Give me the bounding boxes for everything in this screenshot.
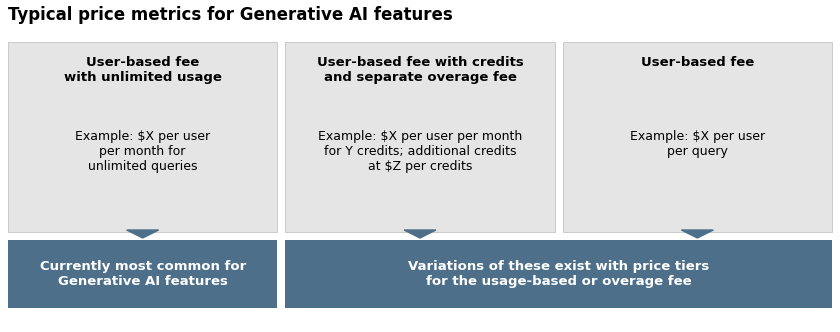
Text: Example: $X per user
per month for
unlimited queries: Example: $X per user per month for unlim…	[75, 130, 210, 173]
Polygon shape	[404, 230, 436, 238]
Text: Variations of these exist with price tiers
for the usage-based or overage fee: Variations of these exist with price tie…	[408, 260, 709, 288]
Polygon shape	[127, 230, 159, 238]
Text: Example: $X per user
per query: Example: $X per user per query	[630, 130, 765, 158]
Text: User-based fee: User-based fee	[641, 56, 754, 69]
Text: Currently most common for
Generative AI features: Currently most common for Generative AI …	[39, 260, 246, 288]
FancyBboxPatch shape	[286, 42, 554, 232]
Text: Example: $X per user per month
for Y credits; additional credits
at $Z per credi: Example: $X per user per month for Y cre…	[318, 130, 522, 173]
FancyBboxPatch shape	[286, 240, 832, 308]
Text: User-based fee with credits
and separate overage fee: User-based fee with credits and separate…	[317, 56, 523, 84]
FancyBboxPatch shape	[8, 240, 277, 308]
Text: User-based fee
with unlimited usage: User-based fee with unlimited usage	[64, 56, 222, 84]
Polygon shape	[681, 230, 713, 238]
FancyBboxPatch shape	[8, 42, 277, 232]
Text: Typical price metrics for Generative AI features: Typical price metrics for Generative AI …	[8, 6, 453, 24]
FancyBboxPatch shape	[563, 42, 832, 232]
